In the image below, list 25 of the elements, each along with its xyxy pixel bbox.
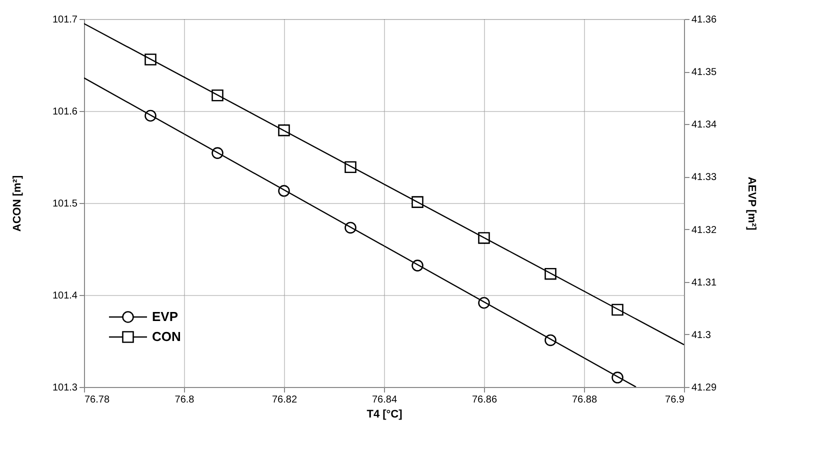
y-tick-label: 101.4 <box>52 290 78 302</box>
x-tick-label: 76.8 <box>174 394 195 406</box>
x-tick-label: 76.86 <box>472 394 498 406</box>
x-tick-label: 76.82 <box>272 394 298 406</box>
x-axis-title: T4 [°C] <box>366 408 403 420</box>
x-tick-label: 76.9 <box>665 394 685 406</box>
y-tick-label: 101.6 <box>52 106 78 118</box>
y2-tick-label: 41.36 <box>692 14 717 26</box>
x-tick-label: 76.88 <box>572 394 598 406</box>
y2-tick-label: 41.35 <box>692 67 717 78</box>
y-axis-title: ACON [m²] <box>11 175 24 232</box>
y2-tick-label: 41.34 <box>692 120 717 131</box>
legend-label: CON <box>152 329 181 344</box>
y2-tick-label: 41.29 <box>692 382 717 394</box>
y-tick-label: 101.3 <box>52 382 78 394</box>
y2-tick-label: 41.31 <box>692 277 717 288</box>
y2-axis-title: AEVP [m²] <box>746 176 758 231</box>
y-tick-label: 101.5 <box>52 198 78 210</box>
x-tick-label: 76.84 <box>372 394 398 406</box>
y2-tick-label: 41.3 <box>692 330 712 341</box>
legend-label: EVP <box>152 309 178 324</box>
y-tick-label: 101.7 <box>52 14 78 26</box>
y2-tick-label: 41.33 <box>692 172 717 184</box>
y2-tick-label: 41.32 <box>692 224 717 236</box>
x-tick-label: 76.78 <box>84 394 110 406</box>
